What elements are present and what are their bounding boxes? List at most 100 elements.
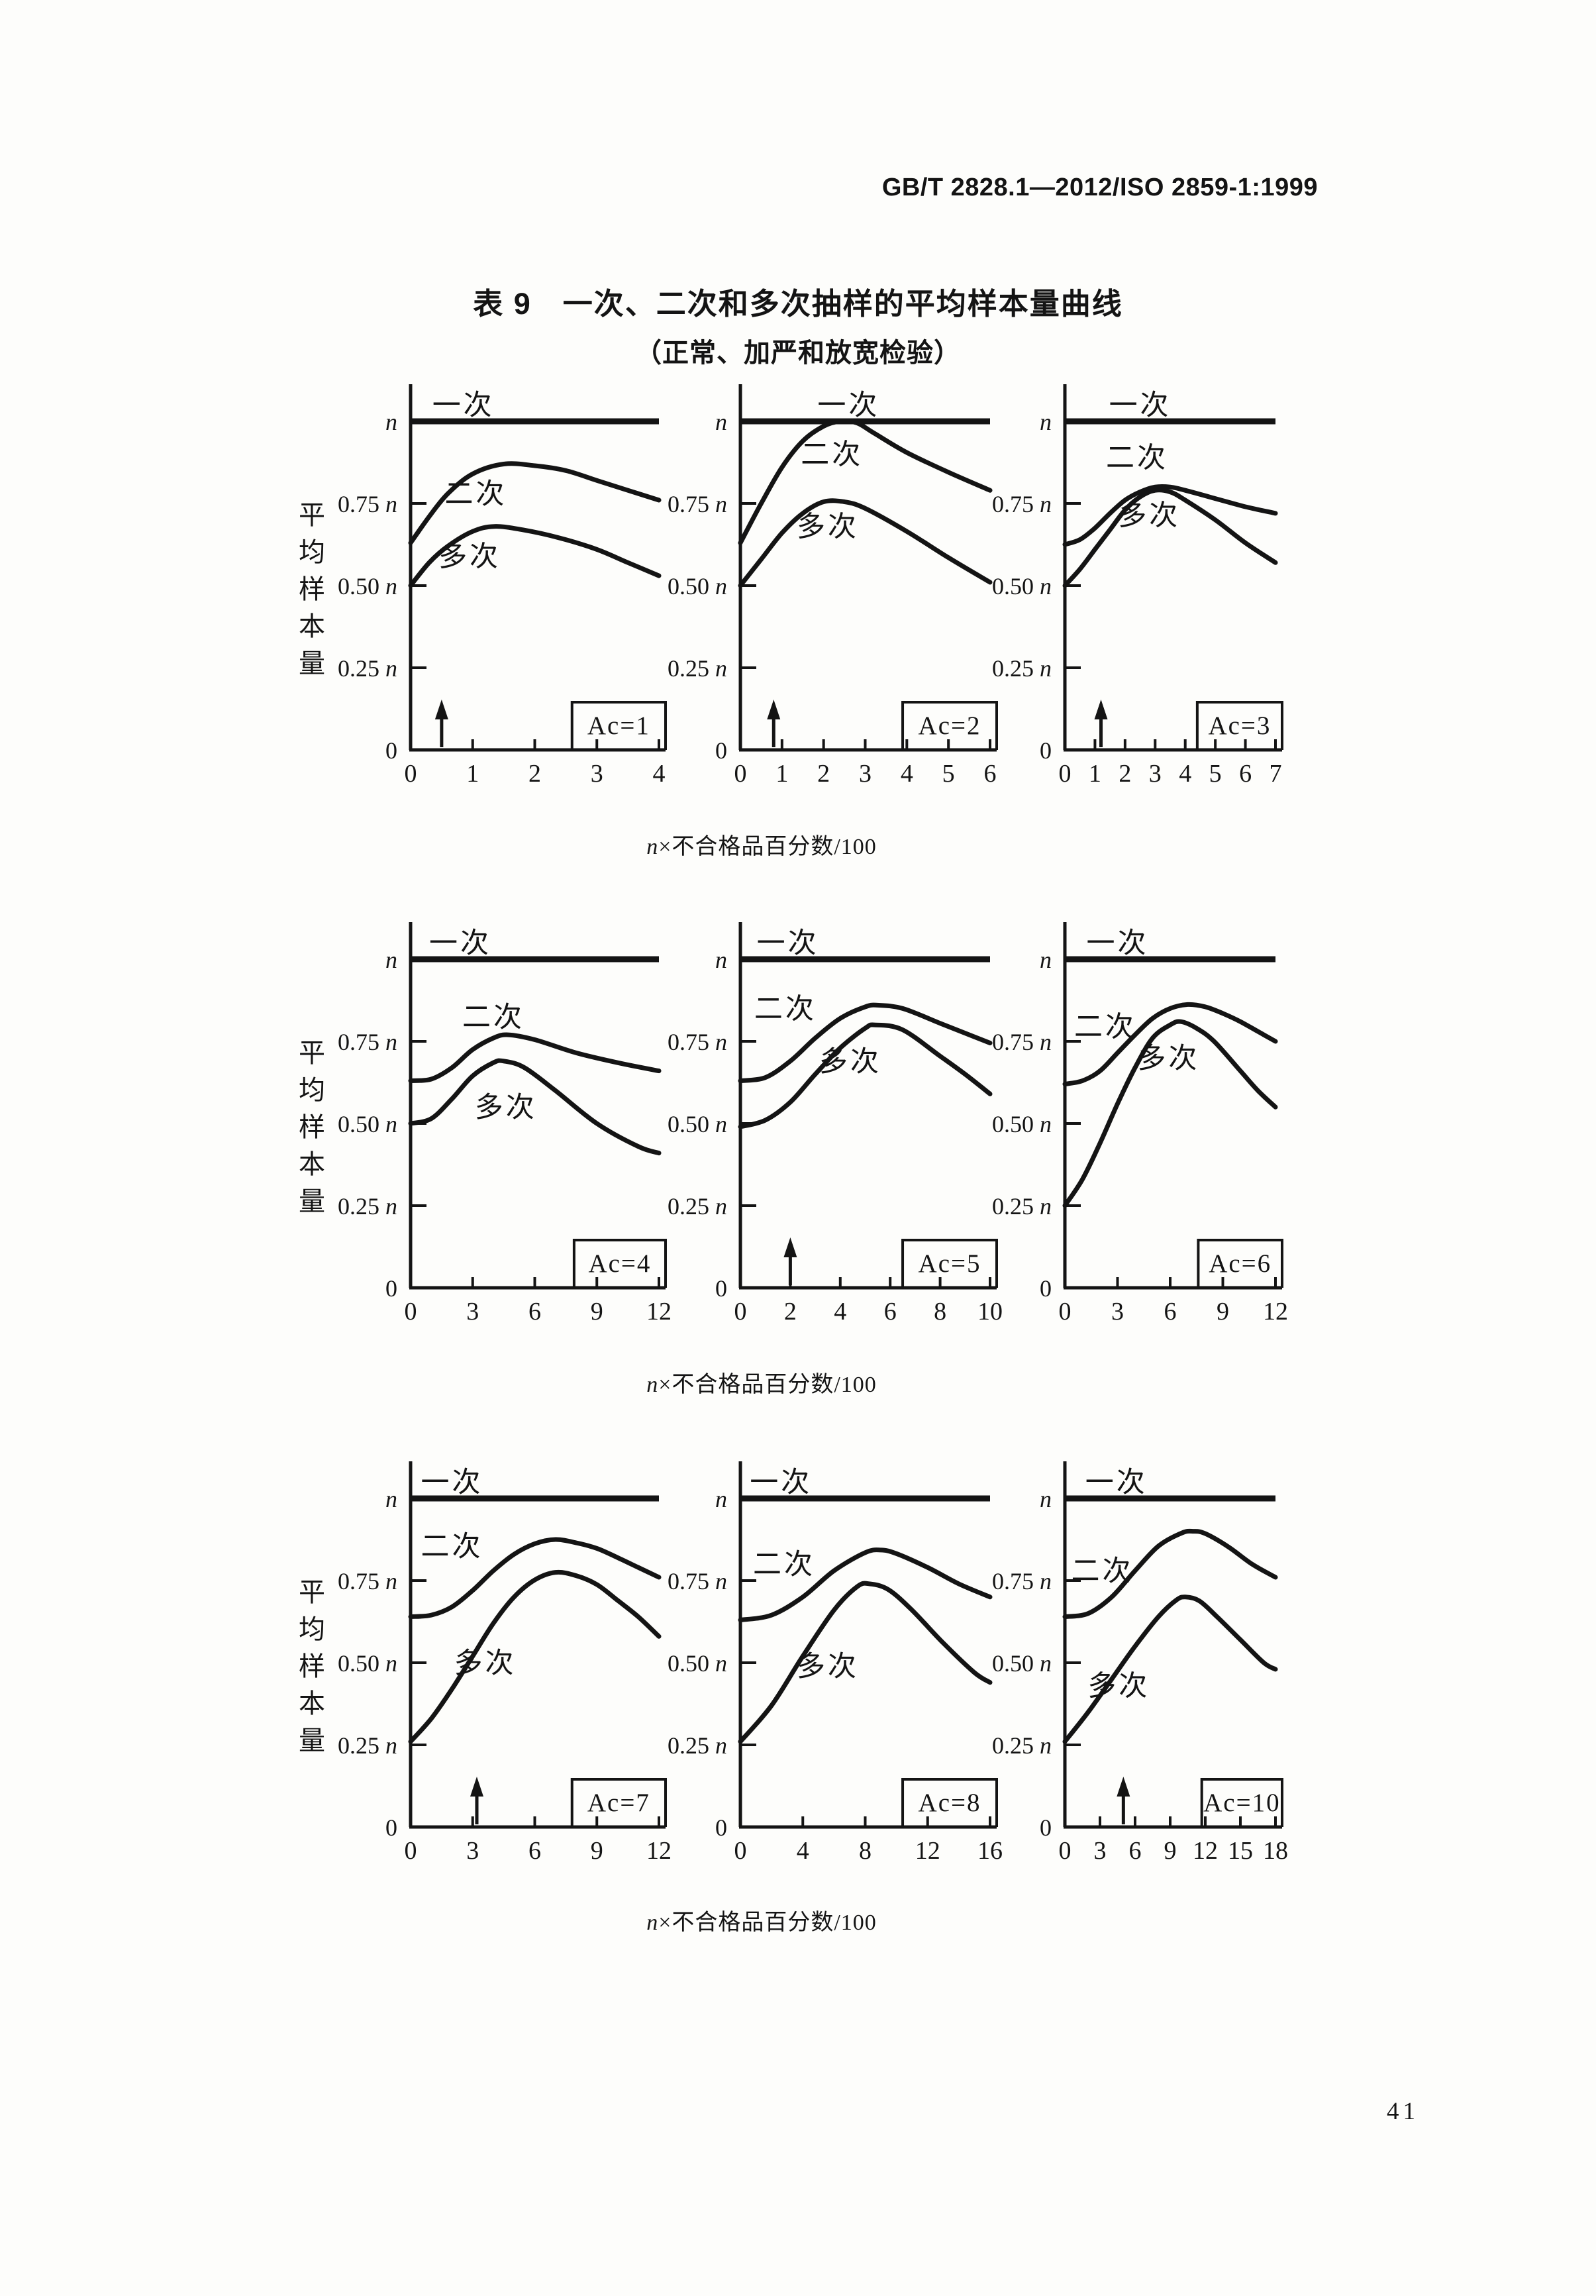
aql-arrow-head: [1117, 1777, 1130, 1797]
x-tick-label: 9: [1217, 1298, 1229, 1326]
aql-arrow-head: [767, 700, 781, 719]
x-tick-label: 2: [528, 760, 541, 788]
y-tick-label: 0.25 n: [338, 1193, 397, 1220]
curve-label-multiple-sampling: 多次: [454, 1648, 517, 1679]
y-tick-label: n: [715, 1486, 727, 1512]
page-number: 41: [1387, 2098, 1419, 2125]
x-tick-label: 4: [901, 760, 913, 788]
ac-value-label: Ac=8: [919, 1789, 981, 1817]
y-tick-label: 0: [1040, 1275, 1052, 1302]
curve-label-single-sampling: 一次: [1085, 1467, 1148, 1498]
y-tick-label: 0.50 n: [668, 573, 727, 600]
y-tick-label: 0.75 n: [992, 1029, 1052, 1055]
curve-double-sampling: [738, 1002, 993, 1084]
curve-label-single-sampling: 一次: [750, 1467, 812, 1498]
curve-label-multiple-sampling: 多次: [797, 1651, 859, 1683]
y-tick-label: n: [715, 409, 727, 435]
y-tick-label: 0: [1040, 737, 1052, 764]
y-axis-label-row1: 平均样本量: [295, 501, 324, 686]
x-tick-label: 12: [1193, 1837, 1218, 1865]
curve-label-double-sampling: 二次: [801, 440, 863, 471]
x-tick-label: 5: [942, 760, 955, 788]
x-tick-label: 9: [591, 1298, 603, 1326]
x-tick-label: 6: [528, 1837, 541, 1865]
x-tick-label: 4: [653, 760, 666, 788]
x-tick-label: 8: [859, 1837, 872, 1865]
y-tick-label: 0.25 n: [668, 1193, 727, 1220]
curve-label-multiple-sampling: 多次: [1118, 500, 1180, 531]
ac-box: [570, 1778, 667, 1827]
x-tick-label: 16: [977, 1837, 1003, 1865]
ac-box: [901, 1239, 998, 1288]
y-tick-label: 0.50 n: [992, 1650, 1052, 1677]
x-tick-label: 5: [1209, 760, 1222, 788]
curve-label-single-sampling: 一次: [421, 1467, 483, 1498]
x-tick-label: 9: [591, 1837, 603, 1865]
ac-value-label: Ac=2: [919, 711, 981, 740]
y-tick-label: 0.50 n: [338, 1650, 397, 1677]
x-tick-label: 0: [734, 1837, 747, 1865]
x-tick-label: 3: [859, 760, 872, 788]
x-tick-label: 8: [934, 1298, 946, 1326]
curve-multiple-sampling: [1062, 488, 1278, 588]
y-tick-label: 0: [385, 1814, 397, 1841]
x-tick-label: 6: [1129, 1837, 1142, 1865]
x-tick-label: 6: [1239, 760, 1252, 788]
x-tick-label: 0: [1059, 760, 1072, 788]
curve-double-sampling: [408, 1537, 662, 1620]
curve-label-double-sampling: 二次: [1072, 1556, 1134, 1587]
y-tick-label: n: [1040, 409, 1052, 435]
curve-multiple-sampling: [738, 1022, 993, 1129]
ac-value-label: Ac=6: [1209, 1249, 1272, 1278]
ac-box: [1197, 1239, 1283, 1288]
x-tick-label: 2: [784, 1298, 797, 1326]
x-tick-label: 0: [405, 1298, 417, 1326]
aql-arrow-head: [783, 1237, 797, 1257]
ac-value-label: Ac=10: [1203, 1789, 1280, 1817]
x-axis-caption-row2: n×不合格品百分数/100: [646, 1373, 877, 1397]
x-tick-label: 3: [466, 1837, 479, 1865]
curve-label-single-sampling: 一次: [1109, 390, 1172, 421]
curve-multiple-sampling: [1062, 1019, 1278, 1208]
y-tick-label: 0: [1040, 1814, 1052, 1841]
x-tick-label: 12: [1263, 1298, 1288, 1326]
y-tick-label: n: [385, 947, 397, 973]
y-tick-label: 0.75 n: [668, 1029, 727, 1055]
x-tick-label: 10: [977, 1298, 1003, 1326]
x-tick-label: 6: [884, 1298, 897, 1326]
curve-label-double-sampling: 二次: [1074, 1012, 1136, 1043]
curve-label-single-sampling: 一次: [817, 390, 879, 421]
x-tick-label: 1: [1089, 760, 1101, 788]
aql-arrow-head: [1094, 700, 1108, 719]
curve-label-single-sampling: 一次: [429, 928, 491, 959]
x-tick-label: 1: [466, 760, 479, 788]
curve-label-double-sampling: 二次: [462, 1002, 524, 1033]
x-tick-label: 0: [1059, 1837, 1072, 1865]
curve-double-sampling: [1062, 484, 1278, 547]
curve-label-single-sampling: 一次: [1087, 928, 1149, 959]
x-tick-label: 3: [1149, 760, 1162, 788]
ac-box: [570, 701, 667, 750]
curve-multiple-sampling: [408, 1569, 662, 1744]
curve-label-single-sampling: 一次: [432, 390, 495, 421]
y-tick-label: 0.50 n: [338, 1111, 397, 1137]
y-tick-label: n: [385, 409, 397, 435]
table-title: 表 9 一次、二次和多次抽样的平均样本量曲线: [473, 287, 1123, 321]
x-tick-label: 18: [1263, 1837, 1288, 1865]
curve-double-sampling: [738, 1547, 993, 1623]
x-tick-label: 7: [1270, 760, 1282, 788]
curve-multiple-sampling: [1062, 1594, 1278, 1744]
y-tick-label: 0.25 n: [992, 1732, 1052, 1759]
x-tick-label: 6: [984, 760, 997, 788]
y-tick-label: 0.50 n: [668, 1111, 727, 1137]
y-tick-label: 0.50 n: [992, 1111, 1052, 1137]
table-subtitle: （正常、加严和放宽检验）: [635, 339, 961, 368]
ac-box: [901, 1778, 998, 1827]
x-tick-label: 6: [1164, 1298, 1177, 1326]
ac-box: [901, 701, 998, 750]
curve-double-sampling: [738, 419, 993, 546]
